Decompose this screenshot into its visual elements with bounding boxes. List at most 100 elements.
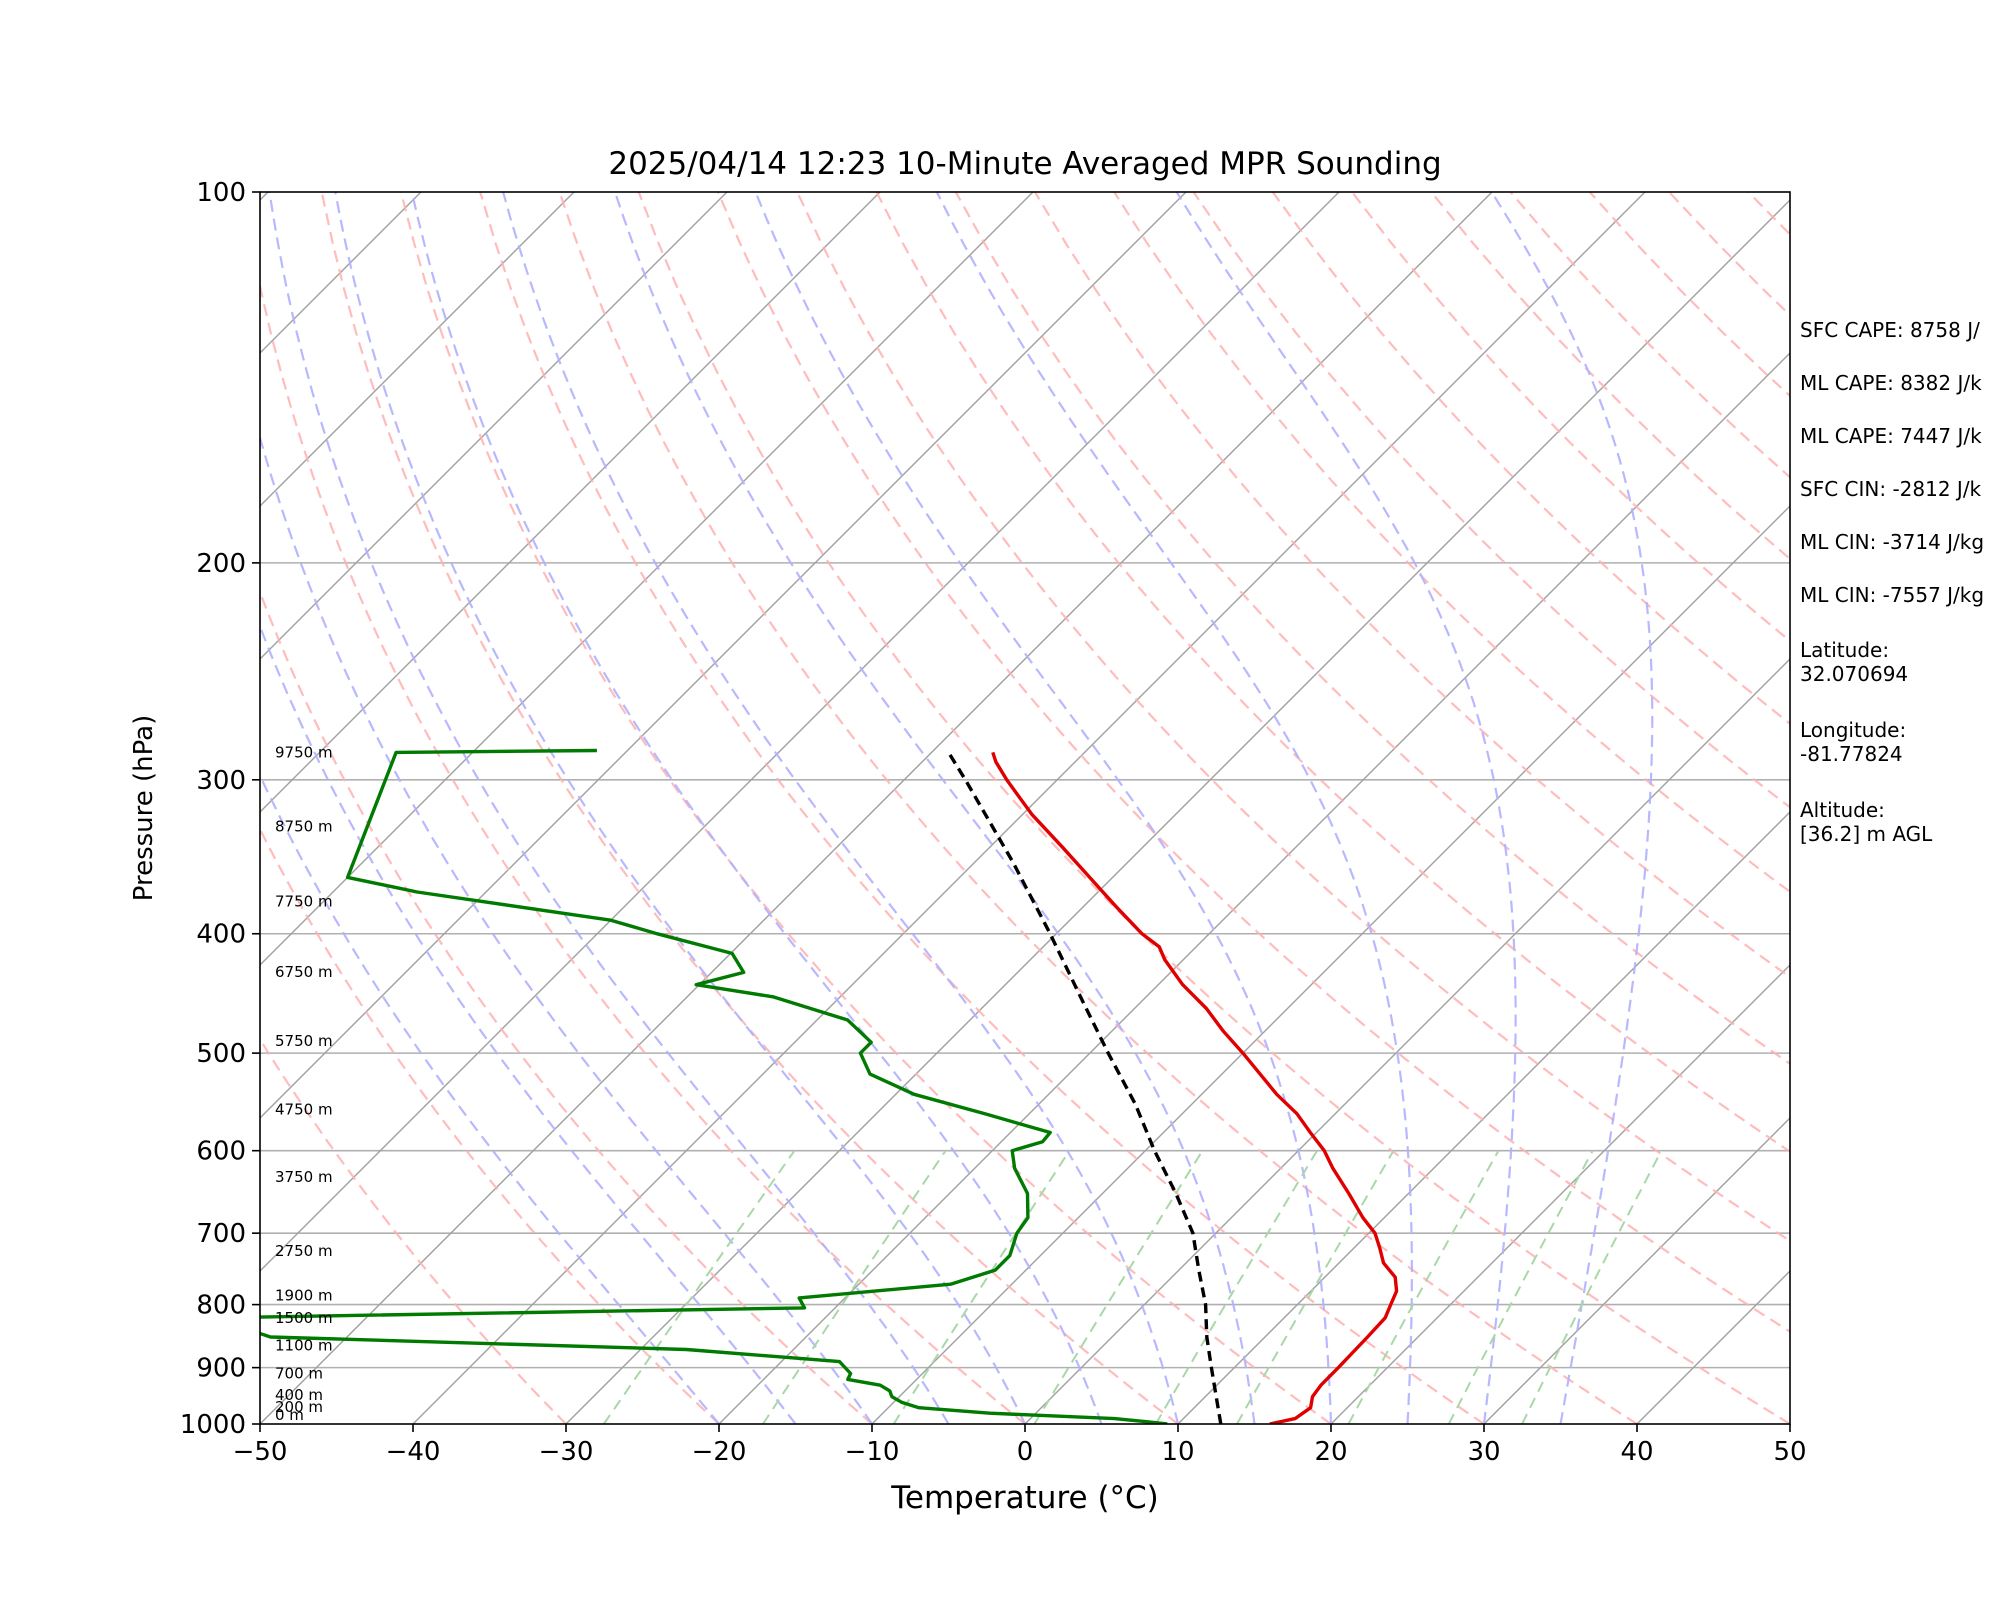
height-label: 1100 m xyxy=(275,1336,333,1354)
dry-adiabat-line xyxy=(320,192,1179,1424)
height-label: 4750 m xyxy=(275,1101,333,1119)
y-tick-label: 900 xyxy=(196,1354,246,1384)
moist-adiabat-line xyxy=(268,192,950,1424)
moist-adiabat-line xyxy=(613,192,1256,1424)
height-label: 8750 m xyxy=(275,818,333,836)
mixing-ratio-line xyxy=(1447,1150,1594,1424)
height-label: 400 m xyxy=(275,1386,323,1404)
dry-adiabat-line xyxy=(1034,192,1790,979)
longitude-text: Longitude: -81.77824 xyxy=(1800,718,1907,766)
ml-cape-text-1: ML CAPE: 8382 J/k xyxy=(1800,371,1982,395)
isotherm-line xyxy=(260,192,1034,966)
x-tick-label: 40 xyxy=(1620,1437,1653,1467)
isotherm-line xyxy=(1330,964,1790,1424)
mixing-ratio-line xyxy=(1347,1150,1500,1424)
dry-adiabat-line xyxy=(479,192,1485,1424)
x-tick-label: −30 xyxy=(539,1437,594,1467)
dry-adiabat-line xyxy=(260,1037,567,1424)
isotherm-line xyxy=(260,192,1340,1272)
height-label: 7750 m xyxy=(275,893,333,911)
moist-adiabat-line xyxy=(502,192,1180,1424)
dry-adiabat-line xyxy=(558,192,1638,1424)
y-tick-label: 100 xyxy=(196,178,246,208)
isotherm-line xyxy=(260,192,1493,1424)
x-tick-label: −10 xyxy=(845,1437,900,1467)
mixing-ratio-line xyxy=(602,1150,796,1424)
x-tick-label: −50 xyxy=(233,1437,288,1467)
chart-title: 2025/04/14 12:23 10-Minute Averaged MPR … xyxy=(608,146,1441,182)
dry-adiabat-line xyxy=(260,589,873,1424)
x-tick-label: 50 xyxy=(1773,1437,1806,1467)
height-label: 6750 m xyxy=(275,963,333,981)
isotherm-line xyxy=(260,192,575,507)
x-tick-label: 20 xyxy=(1314,1437,1347,1467)
height-label: 700 m xyxy=(275,1364,323,1382)
isotherm-line xyxy=(565,199,1790,1424)
moist-adiabat-line xyxy=(260,433,873,1424)
height-label: 9750 m xyxy=(275,744,333,762)
mixing-ratio-line xyxy=(1521,1150,1663,1424)
moist-adiabat-line xyxy=(410,192,1103,1424)
isotherm-line xyxy=(718,352,1790,1424)
x-tick-label: 10 xyxy=(1161,1437,1194,1467)
axis-ticks: −50 −40 −30 −20 −10 0 10 20 30 40 50 1000 900 800 700 6… xyxy=(180,178,1807,1467)
dry-adiabat-line xyxy=(796,192,1790,1243)
y-tick-label: 500 xyxy=(196,1039,246,1069)
height-label: 1500 m xyxy=(275,1309,333,1327)
moist-adiabat-line xyxy=(1490,192,1654,1424)
y-tick-label: 200 xyxy=(196,549,246,579)
height-label: 1900 m xyxy=(275,1287,333,1305)
x-tick-label: −20 xyxy=(692,1437,747,1467)
y-tick-label: 400 xyxy=(196,920,246,950)
y-tick-label: 1000 xyxy=(180,1410,246,1440)
mixing-ratio-line xyxy=(1236,1150,1395,1424)
parcel-profile-line xyxy=(947,751,1223,1424)
dry-adiabat-line xyxy=(260,280,1026,1424)
isotherm-line xyxy=(1483,1117,1790,1424)
dry-adiabat-line xyxy=(954,192,1790,1066)
dewpoint-profile-line xyxy=(260,748,1168,1424)
mixing-ratio-line xyxy=(892,1150,1071,1424)
isotherm-line xyxy=(260,192,728,660)
ml-cin-text-1: ML CIN: -3714 J/kg xyxy=(1800,530,1985,554)
isotherm-line xyxy=(1177,811,1790,1424)
y-tick-label: 700 xyxy=(196,1219,246,1249)
sounding-lines xyxy=(260,748,1399,1424)
height-label: 0 m xyxy=(275,1406,304,1424)
moist-adiabat-line xyxy=(334,192,1026,1424)
x-axis-label: Temperature (°C) xyxy=(890,1480,1159,1516)
y-tick-label: 600 xyxy=(196,1137,246,1167)
altitude-text: Altitude: [36.2] m AGL xyxy=(1800,798,1933,846)
x-tick-label: −40 xyxy=(386,1437,441,1467)
height-label: 2750 m xyxy=(275,1242,333,1260)
ml-cin-text-2: ML CIN: -7557 J/kg xyxy=(1800,583,1985,607)
height-label: 200 m xyxy=(275,1398,323,1416)
isotherm-line xyxy=(871,505,1790,1424)
dry-adiabat-line xyxy=(875,192,1790,1153)
isotherm-line xyxy=(1024,658,1790,1424)
y-tick-label: 300 xyxy=(196,766,246,796)
ml-cape-text-2: ML CAPE: 7447 J/k xyxy=(1800,424,1982,448)
mixing-ratio-line xyxy=(1154,1150,1318,1424)
dry-adiabat-line xyxy=(637,192,1790,1424)
x-tick-label: 30 xyxy=(1467,1437,1500,1467)
height-label: 5750 m xyxy=(275,1032,333,1050)
isotherm-line xyxy=(260,192,881,813)
dry-adiabat-line xyxy=(1113,192,1790,894)
y-tick-label: 800 xyxy=(196,1291,246,1321)
isotherm-line xyxy=(260,192,1187,1119)
mixing-ratio-line xyxy=(762,1150,947,1424)
height-label: 3750 m xyxy=(275,1168,333,1186)
background-lines xyxy=(260,192,1790,1424)
y-axis-label: Pressure (hPa) xyxy=(129,715,159,902)
sfc-cape-text: SFC CAPE: 8758 J/ xyxy=(1800,318,1980,342)
temperature-profile-line xyxy=(991,751,1399,1424)
dry-adiabat-line xyxy=(260,826,720,1424)
mixing-ratio-line xyxy=(1033,1150,1204,1424)
dry-adiabat-line xyxy=(716,192,1790,1333)
x-tick-label: 0 xyxy=(1017,1437,1034,1467)
latitude-text: Latitude: 32.070694 xyxy=(1800,638,1909,686)
sfc-cin-text: SFC CIN: -2812 J/k xyxy=(1800,477,1982,501)
